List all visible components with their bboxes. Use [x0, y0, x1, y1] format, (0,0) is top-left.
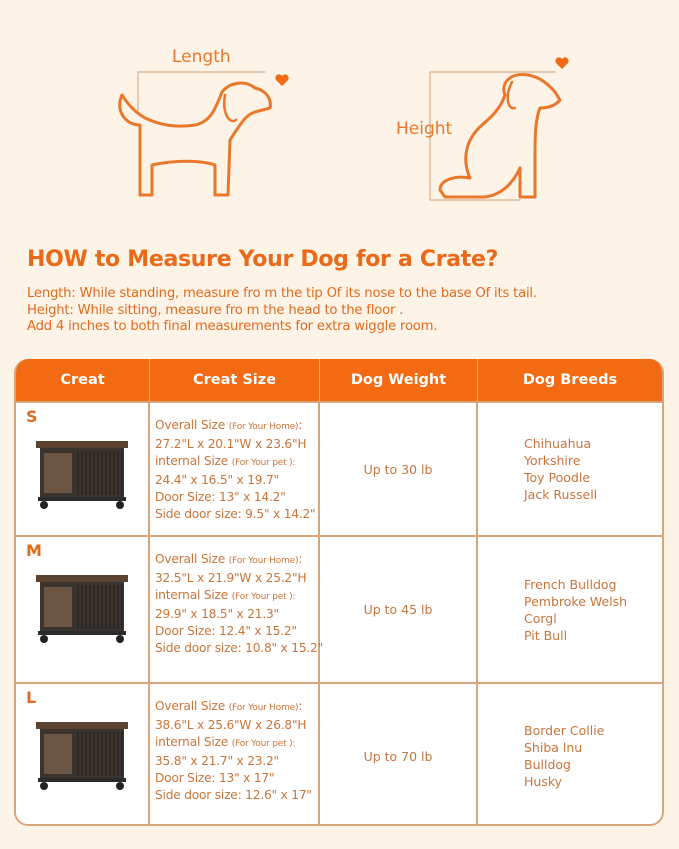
side-door-size: Side door size: 10.8" x 15.2" — [155, 641, 324, 655]
overall-label: Overall Size — [155, 552, 226, 566]
breed-item: French Bulldog — [524, 576, 617, 592]
internal-size: 24.4" x 16.5" x 19.7" — [155, 473, 279, 487]
overall-size: 38.6"L x 25.6"W x 26.8"H — [155, 718, 307, 732]
side-door-size: Side door size: 9.5" x 14.2" — [155, 507, 316, 521]
internal-size: 35.8" x 21.7" x 23.2" — [155, 754, 279, 768]
size-chart-table: Creat Creat Size Dog Weight Dog Breeds S… — [14, 359, 664, 826]
internal-note: (For Your pet ): — [231, 592, 296, 602]
dog-breeds-cell: French Bulldog Pembroke Welsh Corgl Pit Bul… — [478, 537, 662, 682]
dog-measurement-illustration — [118, 57, 569, 201]
standing-dog-icon — [118, 81, 272, 197]
dog-breeds-cell: Chihuahua Yorkshire Toy Poodle Jack Russell — [478, 403, 662, 535]
height-instruction: Height: While sitting, measure fro m the… — [27, 302, 404, 318]
breed-item: Toy Poodle — [524, 470, 591, 485]
crate-image — [36, 441, 128, 509]
overall-size: 32.5"L x 21.9"W x 25.2"H — [155, 571, 307, 585]
header-dog-breeds: Dog Breeds — [522, 372, 618, 388]
height-label: Height — [396, 119, 453, 139]
extra-room-instruction: Add 4 inches to both final measurements … — [27, 319, 438, 334]
breed-item: Chihuahua — [524, 436, 592, 451]
overall-label: Overall Size — [155, 699, 226, 713]
door-size: Door Size: 13" x 14.2" — [155, 490, 286, 504]
sitting-dog-icon — [438, 72, 562, 199]
overall-label: Overall Size — [155, 418, 226, 432]
dog-weight: Up to 45 lb — [363, 602, 433, 617]
internal-size: 29.9" x 18.5" x 21.3" — [155, 607, 279, 621]
dog-weight: Up to 70 lb — [363, 748, 433, 764]
internal-note: (For Your pet ): — [231, 739, 296, 749]
header-dog-weight: Dog Weight — [320, 359, 478, 401]
overall-size-label: Overall Size (For Your Home): — [155, 552, 303, 566]
header-creat: Creat — [16, 359, 150, 401]
breed-item: Shiba lnu — [524, 740, 583, 755]
dog-weight-cell: Up to 70 lb — [320, 684, 478, 824]
breed-item: Bulldog — [524, 757, 571, 772]
overall-size: 27.2"L x 20.1"W x 23.6"H — [155, 437, 307, 451]
crate-size-cell: Overall Size (For Your Home): 27.2"L x 2… — [150, 403, 320, 535]
overall-size-label: Overall Size (For Your Home): — [155, 418, 303, 432]
breed-item: Pembroke Welsh — [524, 593, 628, 609]
breed-item: Pit Bull — [524, 627, 568, 643]
breed-item: Yorkshire — [524, 453, 581, 468]
table-row: M Overall Size (For Your Home): 32.5"L x… — [16, 535, 662, 682]
internal-label: internal Size — [155, 735, 229, 749]
overall-note: (For Your Home) — [228, 556, 299, 566]
breed-item: Husky — [524, 774, 563, 789]
overall-size-label: Overall Size (For Your Home): — [155, 699, 303, 713]
internal-size-label: internal Size (For Your pet ): — [155, 734, 318, 753]
crate-size-cell: Overall Size (For Your Home): 32.5"L x 2… — [150, 537, 324, 682]
overall-note: (For Your Home) — [228, 703, 299, 713]
dog-breeds-cell: Border Collie Shiba lnu Bulldog Husky — [478, 684, 662, 824]
table-header: Creat Creat Size Dog Weight Dog Breeds — [16, 359, 662, 401]
size-label: S — [26, 407, 38, 426]
size-label: M — [26, 541, 42, 560]
crate-cell: L — [16, 684, 150, 824]
door-size: Door Size: 12.4" x 15.2" — [155, 624, 297, 638]
breed-item: Corgl — [524, 610, 557, 626]
door-size: Door Size: 13" x 17" — [155, 771, 275, 785]
internal-size-label: internal Size (For Your pet ): — [155, 587, 318, 606]
crate-size-cell: Overall Size (For Your Home): 38.6"L x 2… — [150, 684, 320, 824]
page-title: HOW to Measure Your Dog for a Crate? — [27, 247, 499, 272]
table-row: S Overall Size (For Your Home): 27.2"L x… — [16, 401, 662, 535]
dog-weight-cell: Up to 45 lb — [320, 537, 478, 682]
overall-note: (For Your Home) — [228, 422, 299, 432]
side-door-size: Side door size: 12.6" x 17" — [155, 788, 312, 802]
crate-cell: S — [16, 403, 150, 535]
heart-icon — [555, 57, 569, 69]
size-label: L — [26, 688, 37, 707]
internal-label: internal Size — [155, 454, 229, 468]
internal-note: (For Your pet ): — [231, 458, 296, 468]
heart-icon — [275, 74, 289, 86]
breed-item: Jack Russell — [524, 487, 598, 502]
breed-item: Border Collie — [524, 723, 605, 738]
internal-label: internal Size — [155, 588, 229, 602]
dog-weight-cell: Up to 30 lb — [320, 403, 478, 535]
crate-image — [36, 722, 128, 790]
table-row: L Overall Size (For Your Home): 38.6"L x… — [16, 682, 662, 824]
header-creat-size: Creat Size — [150, 359, 320, 401]
length-label: Length — [172, 47, 231, 67]
measure-instructions: Length: While standing, measure fro m th… — [27, 286, 537, 336]
dog-weight: Up to 30 lb — [363, 461, 433, 477]
crate-cell: M — [16, 537, 150, 682]
length-instruction: Length: While standing, measure fro m th… — [27, 286, 537, 301]
crate-image — [36, 575, 128, 643]
internal-size-label: internal Size (For Your pet ): — [155, 453, 318, 472]
